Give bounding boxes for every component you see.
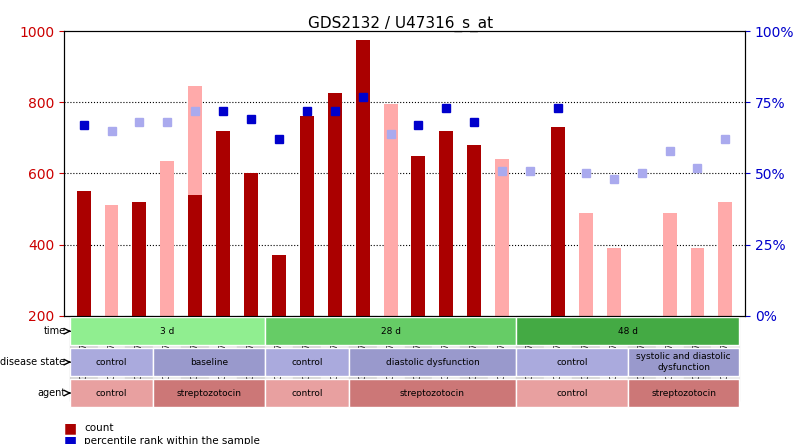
Bar: [105, 206, 119, 316]
Bar: [495, 159, 509, 316]
Text: 3 d: 3 d: [160, 327, 175, 336]
FancyBboxPatch shape: [348, 379, 516, 407]
Bar: [132, 202, 147, 316]
Bar: [662, 213, 677, 316]
Bar: [98, 316, 126, 401]
Bar: [600, 316, 628, 401]
Text: streptozotocin: streptozotocin: [651, 388, 716, 397]
Text: percentile rank within the sample: percentile rank within the sample: [84, 436, 260, 444]
Text: control: control: [556, 357, 588, 367]
Bar: [244, 174, 258, 316]
Text: diastolic dysfunction: diastolic dysfunction: [385, 357, 479, 367]
FancyBboxPatch shape: [348, 348, 516, 376]
Text: control: control: [291, 388, 323, 397]
FancyBboxPatch shape: [516, 348, 628, 376]
Text: agent: agent: [37, 388, 66, 398]
Bar: [181, 316, 209, 401]
Bar: [265, 316, 293, 401]
Bar: [683, 316, 711, 401]
FancyBboxPatch shape: [628, 379, 739, 407]
Text: control: control: [291, 357, 323, 367]
Bar: [293, 316, 320, 401]
Text: systolic and diastolic
dysfunction: systolic and diastolic dysfunction: [636, 353, 731, 372]
Bar: [711, 316, 739, 401]
Text: ■: ■: [64, 421, 77, 436]
FancyBboxPatch shape: [70, 348, 153, 376]
Bar: [656, 316, 683, 401]
Bar: [544, 316, 572, 401]
Bar: [272, 255, 286, 316]
Bar: [356, 40, 369, 316]
FancyBboxPatch shape: [153, 379, 265, 407]
Text: 48 d: 48 d: [618, 327, 638, 336]
Bar: [579, 213, 593, 316]
Bar: [433, 316, 461, 401]
Bar: [440, 131, 453, 316]
Bar: [320, 316, 348, 401]
Bar: [237, 316, 265, 401]
Text: count: count: [84, 424, 114, 433]
Text: 28 d: 28 d: [380, 327, 400, 336]
Bar: [153, 316, 181, 401]
FancyBboxPatch shape: [628, 348, 739, 376]
Bar: [467, 145, 481, 316]
Bar: [188, 195, 202, 316]
FancyBboxPatch shape: [265, 379, 348, 407]
FancyBboxPatch shape: [516, 317, 739, 345]
Bar: [516, 316, 544, 401]
Bar: [572, 316, 600, 401]
Text: ■: ■: [64, 434, 77, 444]
Bar: [384, 104, 397, 316]
Bar: [634, 316, 649, 332]
Text: streptozotocin: streptozotocin: [177, 388, 242, 397]
Bar: [551, 127, 565, 316]
FancyBboxPatch shape: [70, 379, 153, 407]
Text: GDS2132 / U47316_s_at: GDS2132 / U47316_s_at: [308, 16, 493, 32]
Bar: [77, 191, 91, 316]
Bar: [216, 131, 230, 316]
Text: streptozotocin: streptozotocin: [400, 388, 465, 397]
FancyBboxPatch shape: [70, 317, 265, 345]
Bar: [348, 316, 376, 401]
Bar: [461, 316, 489, 401]
Text: control: control: [96, 357, 127, 367]
Bar: [718, 202, 732, 316]
Bar: [328, 93, 342, 316]
Bar: [412, 156, 425, 316]
FancyBboxPatch shape: [265, 348, 348, 376]
Bar: [489, 316, 516, 401]
FancyBboxPatch shape: [516, 379, 628, 407]
Bar: [209, 316, 237, 401]
Bar: [126, 316, 153, 401]
Bar: [607, 248, 621, 316]
Text: time: time: [43, 326, 66, 336]
Text: disease state: disease state: [0, 357, 66, 367]
FancyBboxPatch shape: [153, 348, 265, 376]
Bar: [523, 316, 537, 326]
Bar: [160, 161, 175, 316]
Bar: [188, 86, 202, 316]
FancyBboxPatch shape: [265, 317, 516, 345]
Text: control: control: [556, 388, 588, 397]
Bar: [405, 316, 433, 401]
Bar: [300, 116, 314, 316]
Bar: [376, 316, 405, 401]
Text: baseline: baseline: [190, 357, 228, 367]
Bar: [690, 248, 704, 316]
Text: control: control: [96, 388, 127, 397]
Bar: [628, 316, 656, 401]
Bar: [70, 316, 98, 401]
